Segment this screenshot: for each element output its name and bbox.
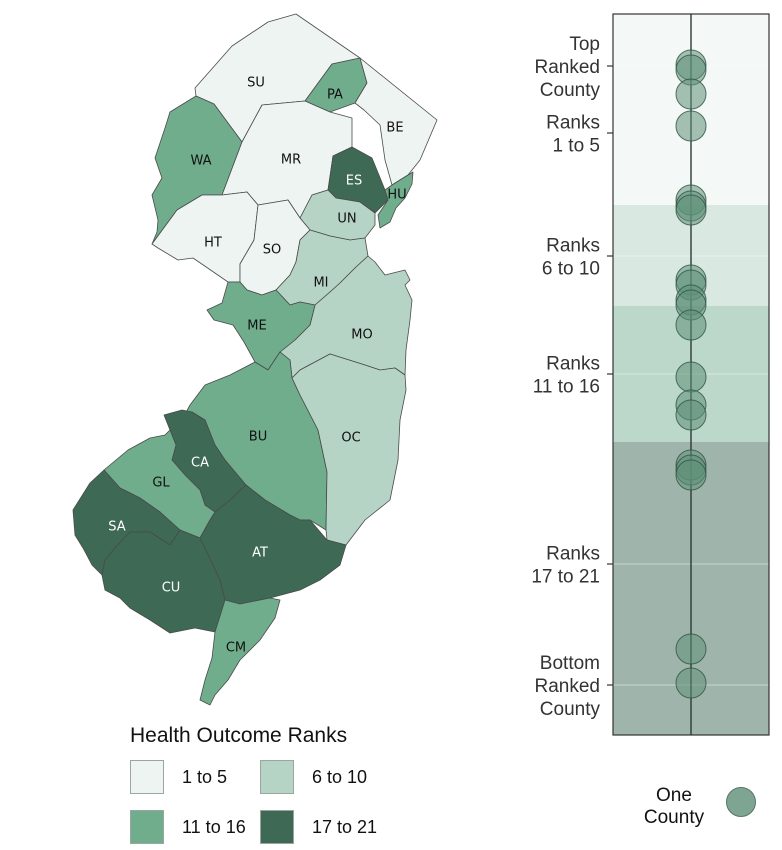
county-label-oc: OC [341,431,360,446]
rank-label-line: Ranks [546,113,600,134]
legend-swatch [130,810,164,844]
county-label-so: SO [263,243,281,258]
county-label-gl: GL [152,476,170,491]
rank-label-line: Ranked [535,676,601,697]
county-label-bu: BU [249,430,267,445]
county-label-ht: HT [204,236,222,251]
county-oc[interactable] [291,353,407,546]
county-label-me: ME [247,319,266,334]
county-rank-dot [675,633,707,665]
county-be[interactable] [354,57,438,186]
county-label-es: ES [346,174,362,189]
one-county-key-dot [726,787,756,817]
county-label-ca: CA [191,456,209,471]
county-label-mr: MR [281,153,301,168]
rank-label-line: County [540,699,601,720]
rank-label-line: Ranked [535,57,601,78]
legend-swatch [130,760,164,794]
legend-label: 6 to 10 [312,766,368,787]
county-rank-dot [675,361,707,393]
rank-label-line: 1 to 5 [552,136,600,157]
county-label-sa: SA [108,520,125,535]
county-rank-dot [675,78,707,110]
legend-title: Health Outcome Ranks [130,724,348,747]
county-label-mo: MO [351,328,372,343]
legend-item-17-to-21: 17 to 21 [260,810,377,844]
county-rank-dot [675,459,707,491]
county-rank-dot [675,309,707,341]
legend-item-11-to-16: 11 to 16 [130,810,246,844]
legend-label: 1 to 5 [182,766,228,787]
county-label-pa: PA [327,88,343,103]
one-county-key-line: One [656,785,692,806]
county-cu[interactable] [101,529,226,634]
one-county-key-label: One County [636,785,712,829]
county-cm[interactable] [199,597,281,706]
county-rank-dot [675,399,707,431]
legend-swatch [260,760,294,794]
county-label-hu: HU [387,188,406,203]
rank-label-line: 6 to 10 [542,259,600,280]
county-rank-dot [675,110,707,142]
rank-label-line: Top [569,34,600,55]
county-hu[interactable] [377,171,414,229]
county-rank-dot [675,667,707,699]
legend-label: 17 to 21 [312,816,378,837]
one-county-key-line: County [643,807,705,828]
county-rank-dot [675,194,707,226]
county-label-wa: WA [190,154,211,169]
county-label-cu: CU [162,581,181,596]
rank-label-line: 17 to 21 [531,567,600,588]
county-label-be: BE [386,121,403,136]
legend-swatch [260,810,294,844]
legend-item-1-to-5: 1 to 5 [130,760,227,794]
county-label-cm: CM [226,641,246,656]
legend-label: 11 to 16 [182,816,246,837]
county-label-mi: MI [313,276,328,291]
rank-label-line: Ranks [546,544,600,565]
county-label-un: UN [337,212,356,227]
county-label-at: AT [252,546,268,561]
rank-label-line: Ranks [546,354,600,375]
legend-item-6-to-10: 6 to 10 [260,760,367,794]
rank-label-line: County [540,80,601,101]
rank-label-line: Ranks [546,236,600,257]
county-label-su: SU [247,76,265,91]
rank-label-line: Bottom [540,653,600,674]
rank-label-line: 11 to 16 [533,377,600,398]
